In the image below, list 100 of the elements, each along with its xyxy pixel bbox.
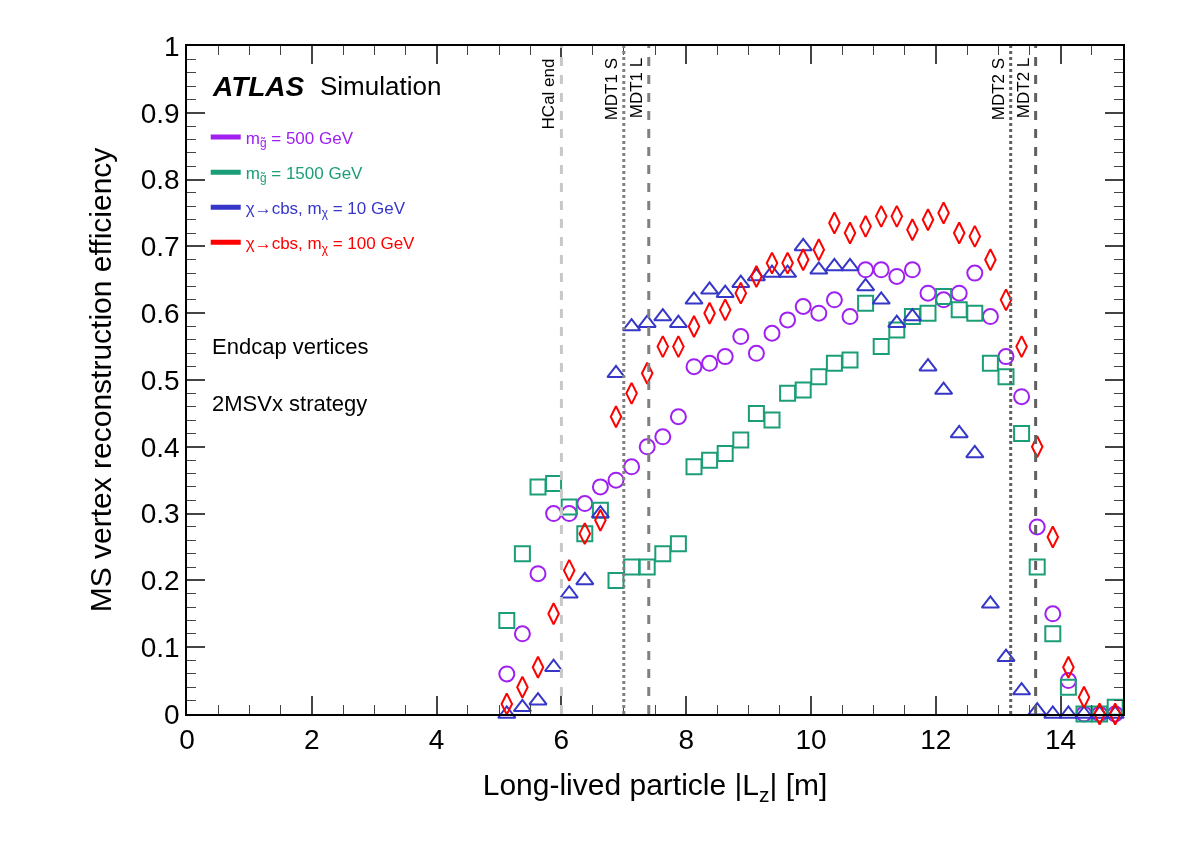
annotation: ATLAS <box>212 71 305 102</box>
point <box>857 294 875 312</box>
point <box>1044 605 1062 623</box>
text: χ→cbs, m$_{χ}$ = 10 GeV <box>245 198 406 221</box>
point <box>716 348 734 366</box>
point <box>887 314 907 328</box>
point <box>701 451 719 469</box>
point <box>545 505 563 523</box>
point <box>607 571 625 589</box>
point <box>637 314 657 328</box>
point <box>794 381 812 399</box>
y-tick-label: 0.4 <box>140 431 180 463</box>
y-tick-label: 0.2 <box>140 565 180 597</box>
point <box>685 358 703 376</box>
point <box>888 267 906 285</box>
point <box>731 274 751 288</box>
point <box>793 237 813 252</box>
point <box>529 565 547 583</box>
text: m$_{g̃}$ = 500 GeV <box>245 128 354 151</box>
point <box>607 471 625 489</box>
point <box>669 408 687 426</box>
point <box>841 351 859 369</box>
x-tick-label: 12 <box>920 724 952 756</box>
y-tick-label: 0.9 <box>140 97 180 129</box>
point <box>560 505 578 523</box>
point <box>529 478 547 496</box>
point <box>1043 705 1063 719</box>
x-tick-label: 4 <box>428 724 445 756</box>
point <box>950 301 968 319</box>
point <box>497 705 517 719</box>
point <box>685 458 703 476</box>
point <box>841 308 859 326</box>
point <box>1059 672 1077 690</box>
ref-line-label: HCal end <box>539 58 559 130</box>
point <box>623 558 641 576</box>
annotation: 2MSVx strategy <box>212 391 368 416</box>
point <box>498 665 516 683</box>
point <box>981 354 999 372</box>
point <box>1059 678 1077 696</box>
y-tick-label: 0 <box>164 698 180 730</box>
point <box>950 284 968 302</box>
point <box>545 475 563 493</box>
point <box>1027 702 1047 716</box>
point <box>1028 558 1046 576</box>
point <box>903 261 921 279</box>
point <box>919 304 937 322</box>
point <box>528 692 548 706</box>
point <box>560 498 578 516</box>
point <box>825 354 843 372</box>
point <box>779 311 797 329</box>
point <box>1044 625 1062 643</box>
point <box>918 358 938 372</box>
x-tick-label: 8 <box>678 724 694 756</box>
point <box>732 328 750 346</box>
point <box>1013 388 1031 406</box>
point <box>809 261 829 275</box>
point <box>747 344 765 362</box>
y-tick-label: 0.8 <box>140 164 180 196</box>
ref-line-label: MDT2 S <box>989 57 1009 121</box>
point <box>825 291 843 309</box>
point <box>810 368 828 386</box>
point <box>623 458 641 476</box>
point <box>747 404 765 422</box>
text: χ→cbs, m$_{χ}$ = 100 GeV <box>245 233 416 256</box>
ref-line-label: MDT1 L <box>627 57 647 119</box>
point <box>732 431 750 449</box>
point <box>857 261 875 279</box>
point <box>903 308 921 326</box>
y-tick-label: 1 <box>164 30 180 62</box>
point <box>1106 698 1124 716</box>
point <box>966 264 984 282</box>
point <box>1028 518 1046 536</box>
point <box>935 291 953 309</box>
point <box>654 545 672 563</box>
point <box>1013 424 1031 442</box>
point <box>888 321 906 339</box>
annotation: Endcap vertices <box>212 334 369 359</box>
point <box>1074 705 1094 719</box>
point <box>575 571 595 586</box>
point <box>919 284 937 302</box>
point <box>840 257 860 272</box>
y-tick-label: 0.3 <box>140 498 180 530</box>
ref-line-label: MDT2 L <box>1014 57 1034 119</box>
point <box>591 478 609 496</box>
point <box>997 348 1015 366</box>
x-tick-label: 6 <box>553 724 570 756</box>
point <box>638 558 656 576</box>
text: m$_{g̃}$ = 1500 GeV <box>245 163 364 186</box>
x-tick-label: 2 <box>304 724 320 756</box>
point <box>763 324 781 342</box>
point <box>779 384 797 402</box>
point <box>762 264 782 278</box>
y-tick-label: 0.6 <box>140 298 180 329</box>
point <box>559 585 579 599</box>
point <box>1105 705 1125 719</box>
x-tick-label: 10 <box>795 724 827 756</box>
point <box>965 444 985 459</box>
point <box>746 267 767 282</box>
point <box>716 444 734 462</box>
y-tick-label: 0.5 <box>140 364 180 396</box>
